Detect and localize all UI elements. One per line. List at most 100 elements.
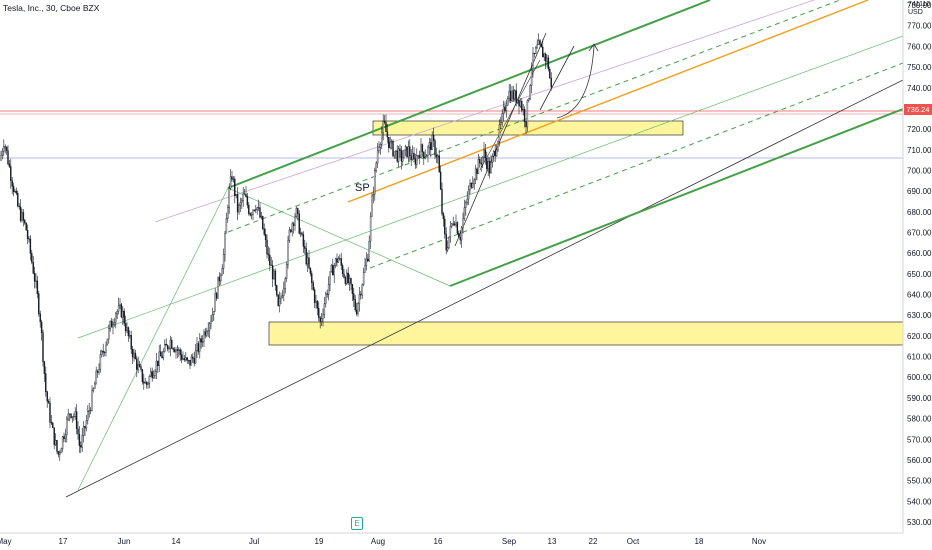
candle-body: [130, 335, 132, 350]
y-axis-ticks: 530.00 540.00 550.00 560.00 570.00 580.00 590.…: [907, 1, 932, 527]
candle-body: [278, 298, 281, 306]
candle-body: [109, 321, 111, 329]
candle-body: [147, 383, 149, 385]
candle-body: [498, 124, 501, 142]
candle-body: [418, 155, 421, 158]
candle-body: [425, 155, 428, 158]
y-tick-label: 760.00: [907, 42, 932, 51]
candle-body: [376, 150, 379, 164]
candle-body: [46, 391, 48, 402]
candle-body: [291, 223, 293, 232]
currency-label: 741110 USD: [908, 1, 930, 17]
candle-body: [246, 196, 249, 206]
candle-body: [260, 216, 263, 218]
currency-top: 741110: [908, 1, 931, 8]
y-tick-label: 780.00: [907, 1, 932, 10]
y-tick-label: 670.00: [907, 229, 932, 238]
candle-body: [372, 194, 375, 197]
candle-body: [346, 272, 348, 284]
candle-body: [221, 268, 223, 276]
candle-body: [453, 223, 456, 226]
earnings-icon[interactable]: E: [351, 517, 363, 530]
candle-body: [523, 108, 526, 122]
candle-body: [507, 98, 509, 106]
trend-lines[interactable]: [65, 0, 904, 498]
candle-body: [368, 240, 370, 262]
candle-body: [3, 146, 5, 152]
candle-body: [389, 141, 391, 148]
candle-body: [224, 233, 226, 255]
candle-body: [22, 212, 25, 221]
candle-body: [508, 90, 510, 99]
candle-body: [491, 155, 494, 163]
candle-body: [537, 40, 540, 45]
x-tick-label: Sep: [502, 537, 517, 546]
candle-body: [514, 90, 516, 100]
candle-body: [81, 435, 83, 448]
candle-body: [263, 228, 265, 235]
candle-body: [168, 348, 170, 350]
candle-body: [509, 90, 512, 101]
candle-body: [50, 422, 53, 424]
candle-body: [10, 166, 12, 181]
candle-body: [32, 261, 34, 274]
reference-lines: [0, 110, 903, 159]
candle-body: [395, 150, 397, 152]
candle-body: [407, 146, 410, 158]
x-tick-label: Jun: [118, 537, 131, 546]
candle-body: [435, 154, 438, 158]
candle-body: [91, 390, 93, 411]
candle-body: [399, 148, 401, 151]
candle-body: [173, 349, 176, 353]
candle-body: [304, 246, 306, 249]
candle-body: [203, 331, 205, 342]
y-tick-label: 560.00: [907, 456, 932, 465]
candle-body: [330, 265, 333, 272]
candle-body: [259, 207, 261, 218]
candle-body: [434, 140, 436, 156]
candle-body: [488, 160, 491, 174]
candle-body: [316, 300, 319, 309]
candle-body: [187, 360, 190, 362]
candle-body: [479, 159, 481, 164]
candle-body: [242, 193, 244, 201]
candle-body: [411, 153, 414, 161]
candle-body: [512, 90, 515, 100]
support-zone[interactable]: [268, 321, 904, 346]
candle-body: [374, 170, 376, 195]
candle-body: [549, 68, 551, 79]
candle-body: [98, 369, 100, 373]
candle-body: [364, 265, 366, 273]
y-tick-label: 740.00: [907, 84, 932, 93]
candle-body: [339, 258, 341, 260]
candle-body: [413, 153, 415, 159]
candle-body: [369, 215, 372, 242]
candle-body: [323, 303, 326, 316]
candle-body: [201, 341, 204, 343]
candle-body: [295, 208, 298, 217]
candle-body: [459, 236, 461, 241]
candle-body: [378, 147, 380, 151]
candle-body: [298, 213, 300, 234]
candle-body: [108, 328, 110, 340]
candle-body: [546, 57, 548, 62]
y-tick-label: 630.00: [907, 311, 932, 320]
plot-area[interactable]: [0, 0, 903, 533]
candle-body: [320, 318, 323, 322]
candle-body: [404, 146, 407, 151]
candle-body: [40, 321, 43, 333]
candle-body: [420, 144, 422, 158]
candle-body: [57, 451, 60, 455]
candle-body: [124, 323, 127, 332]
candle-body: [92, 388, 95, 392]
candle-body: [313, 289, 316, 303]
x-tick-label: 14: [172, 537, 181, 546]
candle-body: [63, 436, 65, 439]
candle-body: [45, 373, 47, 392]
candle-body: [29, 238, 32, 254]
candle-series[interactable]: [0, 33, 552, 461]
candle-body: [89, 409, 92, 411]
candle-body: [103, 352, 106, 354]
candle-body: [11, 180, 13, 187]
